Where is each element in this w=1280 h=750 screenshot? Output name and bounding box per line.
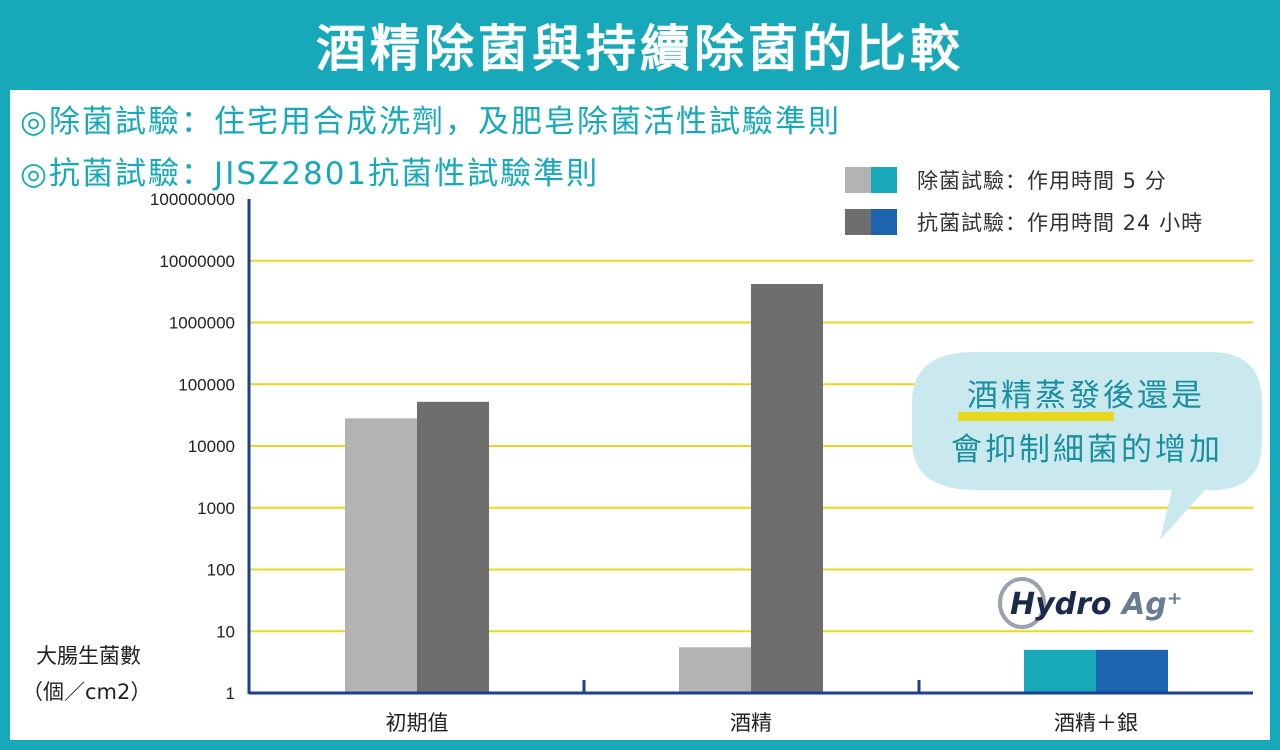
y-tick-label: 100 (207, 561, 235, 580)
logo-text: Hydro Ag⁺ (1010, 587, 1183, 622)
x-tick-label: 初期值 (386, 711, 449, 735)
legend-swatch-dark-gray (845, 209, 871, 235)
bar (679, 647, 751, 693)
x-tick-label: 酒精＋銀 (1054, 711, 1138, 735)
y-tick-label: 10 (216, 622, 235, 641)
legend-item-sterilization: 除菌試驗：作用時間 5 分 (845, 167, 1167, 193)
bar (417, 401, 489, 693)
page-title: 酒精除菌與持續除菌的比較 (316, 20, 964, 78)
logo-accent: Ag⁺ (1120, 587, 1183, 622)
y-tick-label: 10000000 (159, 252, 235, 271)
bar (1024, 649, 1096, 693)
y-tick-label: 100000 (178, 375, 235, 394)
y-tick-label: 1000000 (169, 314, 235, 333)
test-note-sterilization: ◎除菌試驗：住宅用合成洗劑，及肥皂除菌活性試驗準則 (20, 104, 842, 140)
bar (1096, 649, 1168, 693)
y-tick-label: 1 (226, 684, 235, 703)
bubble-line2: 會抑制細菌的增加 (951, 432, 1223, 468)
x-tick-label: 酒精 (730, 711, 772, 735)
y-axis-label-line2: （個／cm2） (22, 680, 152, 704)
bar (751, 284, 823, 693)
legend-label: 抗菌試驗：作用時間 24 小時 (917, 211, 1204, 235)
y-tick-label: 10000 (188, 437, 235, 456)
bubble-line1: 酒精蒸發後還是 (967, 378, 1205, 414)
y-axis-label-line1: 大腸生菌數 (36, 644, 141, 668)
legend-swatch-blue (871, 209, 897, 235)
bar (345, 418, 417, 693)
legend-swatch-teal (871, 167, 897, 193)
legend-swatch-light-gray (845, 167, 871, 193)
logo-swoosh (998, 577, 1046, 629)
legend-item-antibacterial: 抗菌試驗：作用時間 24 小時 (845, 209, 1203, 235)
highlight-underline (958, 412, 1114, 421)
y-tick-label: 100000000 (150, 190, 235, 209)
speech-bubble (912, 352, 1262, 540)
y-tick-label: 1000 (197, 499, 235, 518)
legend-label: 除菌試驗：作用時間 5 分 (917, 169, 1167, 193)
test-note-antibacterial: ◎抗菌試驗：JISZ2801抗菌性試驗準則 (20, 156, 600, 192)
